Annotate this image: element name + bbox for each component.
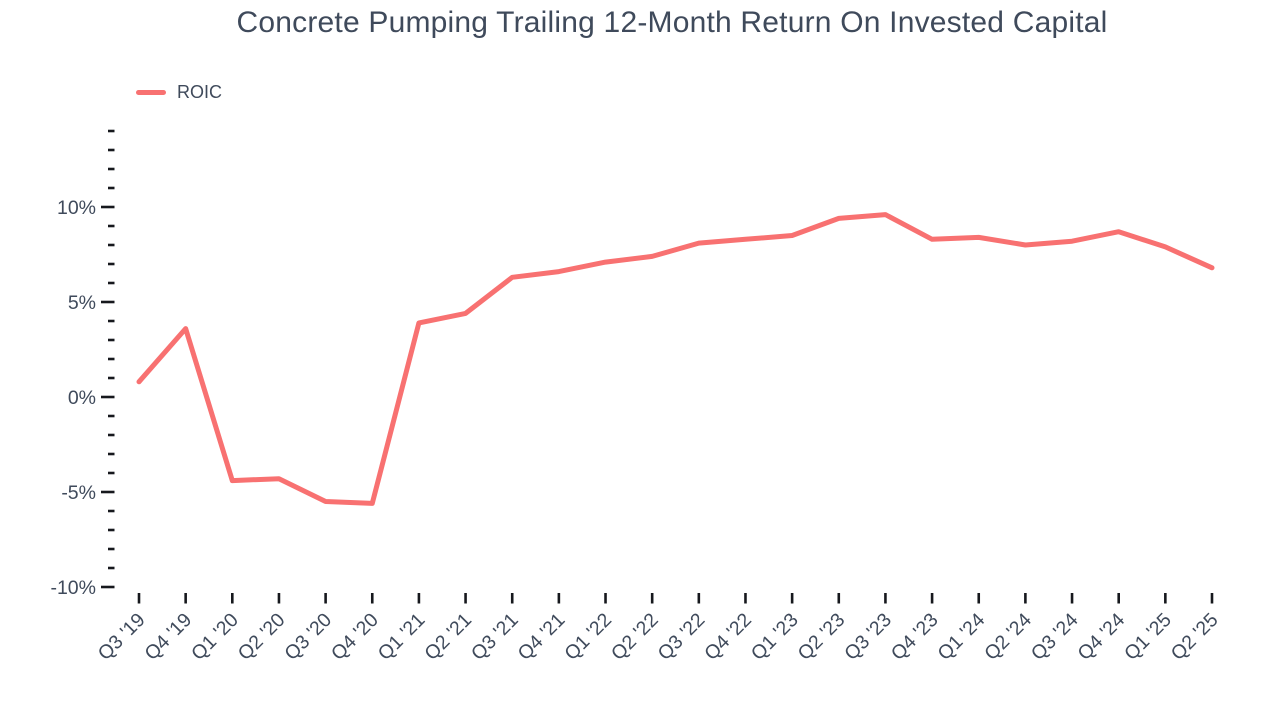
svg-text:Q4 '20: Q4 '20 bbox=[327, 609, 383, 665]
svg-text:Q2 '24: Q2 '24 bbox=[980, 609, 1036, 665]
svg-text:Q1 '21: Q1 '21 bbox=[374, 609, 430, 665]
svg-text:-5%: -5% bbox=[61, 482, 96, 504]
svg-text:Q3 '19: Q3 '19 bbox=[94, 609, 150, 665]
svg-text:Q1 '24: Q1 '24 bbox=[934, 609, 990, 665]
svg-text:Q4 '21: Q4 '21 bbox=[514, 609, 570, 665]
svg-text:Q3 '22: Q3 '22 bbox=[654, 609, 710, 665]
svg-text:Q4 '24: Q4 '24 bbox=[1073, 609, 1129, 665]
svg-text:Q2 '23: Q2 '23 bbox=[794, 609, 850, 665]
svg-text:Q2 '21: Q2 '21 bbox=[420, 609, 476, 665]
legend: ROIC bbox=[136, 82, 222, 102]
svg-text:Q1 '25: Q1 '25 bbox=[1120, 609, 1176, 665]
svg-text:Q2 '25: Q2 '25 bbox=[1167, 609, 1223, 665]
svg-text:Q2 '20: Q2 '20 bbox=[234, 609, 290, 665]
legend-label: ROIC bbox=[177, 81, 222, 102]
svg-text:Q3 '20: Q3 '20 bbox=[280, 609, 336, 665]
svg-text:Q3 '21: Q3 '21 bbox=[467, 609, 523, 665]
svg-text:Q4 '19: Q4 '19 bbox=[140, 609, 196, 665]
svg-text:Q2 '22: Q2 '22 bbox=[607, 609, 663, 665]
roic-series-line bbox=[136, 212, 1215, 506]
svg-text:10%: 10% bbox=[57, 197, 96, 219]
svg-text:Q3 '23: Q3 '23 bbox=[840, 609, 896, 665]
svg-text:0%: 0% bbox=[68, 387, 96, 409]
legend-line-swatch bbox=[136, 89, 166, 95]
svg-text:Q1 '22: Q1 '22 bbox=[560, 609, 616, 665]
svg-text:Q3 '24: Q3 '24 bbox=[1027, 609, 1083, 665]
svg-text:Q4 '23: Q4 '23 bbox=[887, 609, 943, 665]
svg-text:Q4 '22: Q4 '22 bbox=[700, 609, 756, 665]
svg-text:5%: 5% bbox=[68, 292, 96, 314]
chart-title: Concrete Pumping Trailing 12-Month Retur… bbox=[236, 6, 1108, 39]
svg-text:Q1 '20: Q1 '20 bbox=[187, 609, 243, 665]
svg-text:-10%: -10% bbox=[50, 577, 96, 599]
svg-text:Q1 '23: Q1 '23 bbox=[747, 609, 803, 665]
